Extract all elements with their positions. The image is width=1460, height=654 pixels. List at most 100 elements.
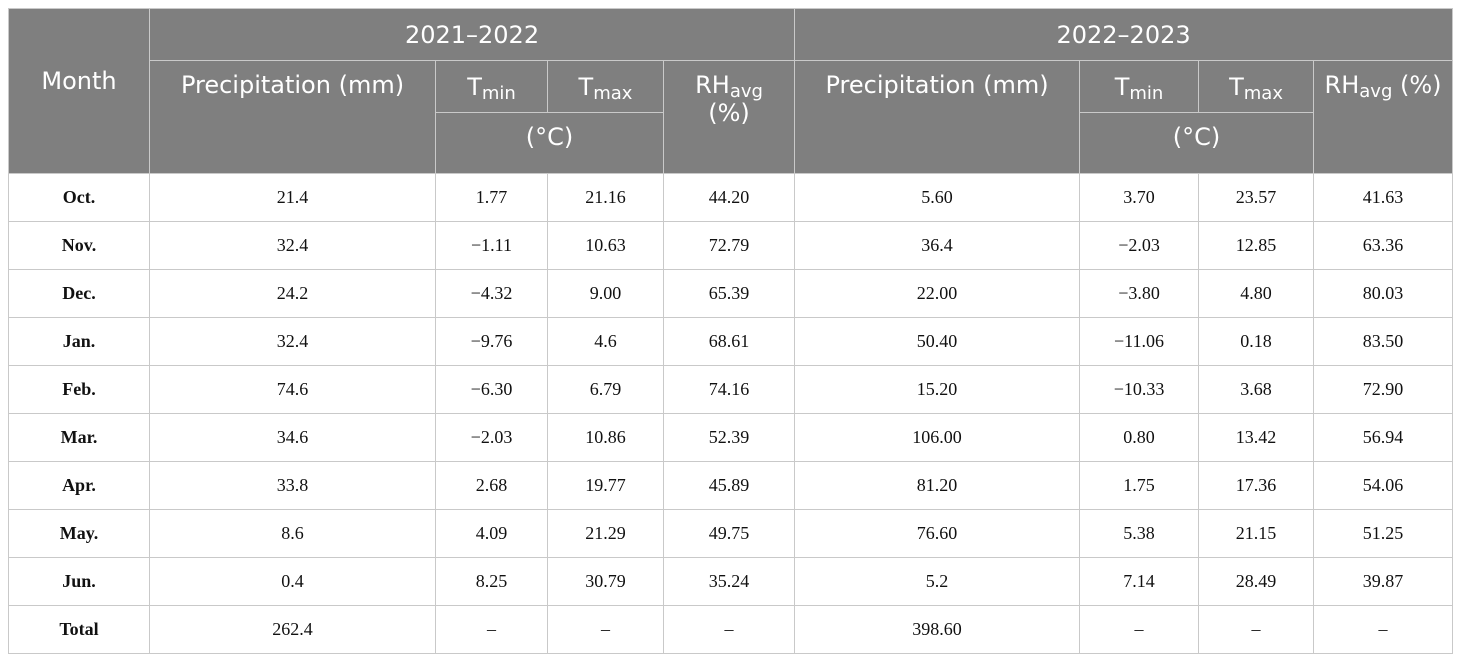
climate-data-table: Month 2021–2022 2022–2023 Precipitation …	[8, 8, 1454, 654]
month-cell: Total	[8, 605, 150, 654]
precipitation-2021-cell: 32.4	[149, 317, 436, 366]
precipitation-2021-cell: 24.2	[149, 269, 436, 318]
tmin-2022-cell: 3.70	[1079, 173, 1200, 222]
rh-2021-cell: 49.75	[662, 509, 796, 558]
precipitation-header-2021: Precipitation (mm)	[149, 60, 436, 174]
rh-2022-cell: 41.63	[1313, 173, 1454, 222]
tmax-2021-cell: 9.00	[547, 269, 664, 318]
tmin-2021-cell: 1.77	[435, 173, 548, 222]
tmax-2021-cell: 4.6	[547, 317, 664, 366]
tmin-2021-cell: −9.76	[435, 317, 548, 366]
tmax-header-2022: Tmax	[1198, 60, 1315, 113]
tmin-2022-cell: 1.75	[1079, 461, 1200, 510]
month-cell: Dec.	[8, 269, 150, 318]
precipitation-2022-cell: 5.2	[794, 557, 1081, 606]
table-row: Jan. 32.4 −9.76 4.6 68.61 50.40 −11.06 0.18 83.5…	[8, 317, 1454, 366]
tmax-2021-cell: 10.86	[547, 413, 664, 462]
rh-2022-cell: 54.06	[1313, 461, 1454, 510]
tmin-2021-cell: −4.32	[435, 269, 548, 318]
month-cell: Feb.	[8, 365, 150, 414]
tmax-2022-cell: 0.18	[1198, 317, 1315, 366]
table-row: Feb. 74.6 −6.30 6.79 74.16 15.20 −10.33 3.68 72.…	[8, 365, 1454, 414]
precipitation-2021-cell: 34.6	[149, 413, 436, 462]
rh-2021-cell: 52.39	[662, 413, 796, 462]
tmin-2021-cell: −2.03	[435, 413, 548, 462]
rh-2022-cell: 39.87	[1313, 557, 1454, 606]
precipitation-2021-cell: 74.6	[149, 365, 436, 414]
rh-2021-cell: 44.20	[662, 173, 796, 222]
precipitation-2022-cell: 81.20	[794, 461, 1081, 510]
month-cell: Apr.	[8, 461, 150, 510]
rh-2021-cell: 45.89	[662, 461, 796, 510]
precipitation-2022-cell: 36.4	[794, 221, 1081, 270]
rh-2022-cell: 80.03	[1313, 269, 1454, 318]
celsius-unit-2021: (°C)	[435, 112, 664, 174]
tmin-2021-cell: –	[435, 605, 548, 654]
rh-2021-cell: 65.39	[662, 269, 796, 318]
table-row: Dec. 24.2 −4.32 9.00 65.39 22.00 −3.80 4.80 80.0…	[8, 269, 1454, 318]
precipitation-2022-cell: 106.00	[794, 413, 1081, 462]
precipitation-2021-cell: 33.8	[149, 461, 436, 510]
precipitation-2022-cell: 15.20	[794, 365, 1081, 414]
tmax-2021-cell: 19.77	[547, 461, 664, 510]
precipitation-2022-cell: 398.60	[794, 605, 1081, 654]
tmax-2022-cell: 3.68	[1198, 365, 1315, 414]
tmin-2021-cell: 8.25	[435, 557, 548, 606]
precipitation-2022-cell: 76.60	[794, 509, 1081, 558]
tmin-2022-cell: 7.14	[1079, 557, 1200, 606]
precipitation-2022-cell: 50.40	[794, 317, 1081, 366]
tmin-2021-cell: −6.30	[435, 365, 548, 414]
table-row: Oct. 21.4 1.77 21.16 44.20 5.60 3.70 23.57 41.63	[8, 173, 1454, 222]
precipitation-2021-cell: 0.4	[149, 557, 436, 606]
tmin-2022-cell: −10.33	[1079, 365, 1200, 414]
month-cell: Nov.	[8, 221, 150, 270]
period-header-2021-2022: 2021–2022	[148, 8, 796, 61]
period-header-2022-2023: 2022–2023	[794, 8, 1454, 61]
tmin-header-2022: Tmin	[1079, 60, 1200, 113]
tmax-2021-cell: 10.63	[547, 221, 664, 270]
rh-2021-cell: –	[662, 605, 796, 654]
rh-2022-cell: 72.90	[1313, 365, 1454, 414]
tmax-2022-cell: 17.36	[1198, 461, 1315, 510]
tmin-2022-cell: 5.38	[1079, 509, 1200, 558]
rh-header-2021: RHavg (%)	[662, 60, 796, 174]
precipitation-2021-cell: 8.6	[149, 509, 436, 558]
rh-2021-cell: 74.16	[662, 365, 796, 414]
rh-2022-cell: 51.25	[1313, 509, 1454, 558]
month-header: Month	[8, 8, 150, 174]
rh-2021-cell: 72.79	[662, 221, 796, 270]
tmin-2022-cell: −3.80	[1079, 269, 1200, 318]
rh-2022-cell: 56.94	[1313, 413, 1454, 462]
tmax-2022-cell: 21.15	[1198, 509, 1315, 558]
rh-2022-cell: 83.50	[1313, 317, 1454, 366]
tmax-2021-cell: 21.29	[547, 509, 664, 558]
rh-header-2022: RHavg (%)	[1313, 60, 1454, 174]
month-cell: Jun.	[8, 557, 150, 606]
month-cell: May.	[8, 509, 150, 558]
tmax-2021-cell: 6.79	[547, 365, 664, 414]
month-cell: Oct.	[8, 173, 150, 222]
tmax-2022-cell: 4.80	[1198, 269, 1315, 318]
precipitation-2022-cell: 5.60	[794, 173, 1081, 222]
tmax-2021-cell: 21.16	[547, 173, 664, 222]
precipitation-2022-cell: 22.00	[794, 269, 1081, 318]
tmin-2021-cell: 2.68	[435, 461, 548, 510]
tmax-2022-cell: 23.57	[1198, 173, 1315, 222]
rh-2022-cell: –	[1313, 605, 1454, 654]
precipitation-2021-cell: 21.4	[149, 173, 436, 222]
tmax-header-2021: Tmax	[547, 60, 664, 113]
table-row: Apr. 33.8 2.68 19.77 45.89 81.20 1.75 17.36 54.0…	[8, 461, 1454, 510]
tmin-2022-cell: −11.06	[1079, 317, 1200, 366]
precipitation-2021-cell: 32.4	[149, 221, 436, 270]
tmin-2021-cell: −1.11	[435, 221, 548, 270]
rh-2021-cell: 35.24	[662, 557, 796, 606]
table-row: Mar. 34.6 −2.03 10.86 52.39 106.00 0.80 13.42 56…	[8, 413, 1454, 462]
rh-2022-cell: 63.36	[1313, 221, 1454, 270]
tmin-2022-cell: −2.03	[1079, 221, 1200, 270]
tmax-2022-cell: 28.49	[1198, 557, 1315, 606]
table-body: Oct. 21.4 1.77 21.16 44.20 5.60 3.70 23.57 41.63…	[8, 173, 1454, 654]
precipitation-header-2022: Precipitation (mm)	[794, 60, 1081, 174]
tmax-2022-cell: 12.85	[1198, 221, 1315, 270]
rh-2021-cell: 68.61	[662, 317, 796, 366]
month-cell: Mar.	[8, 413, 150, 462]
